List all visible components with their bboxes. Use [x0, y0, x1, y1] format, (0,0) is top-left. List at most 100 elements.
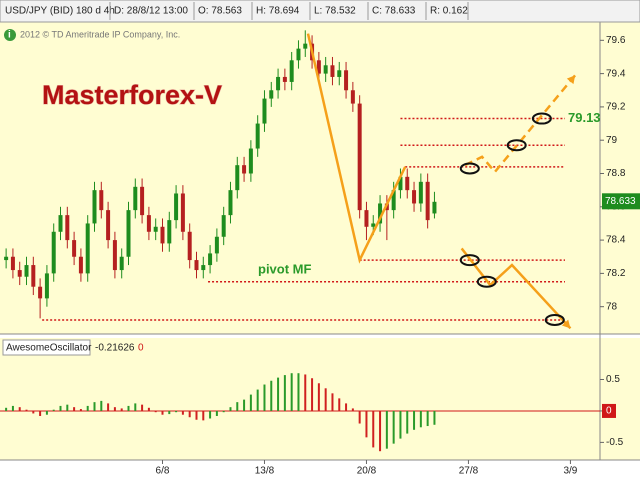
candle-body	[248, 148, 253, 174]
candle-body	[357, 103, 362, 211]
candle-body	[44, 273, 49, 299]
candle-body	[112, 240, 117, 271]
level-marker	[544, 314, 565, 327]
info-icon	[4, 29, 16, 41]
candle-body	[432, 201, 437, 214]
current-price-label: 78.633	[605, 196, 636, 207]
header-field: H: 78.694	[256, 6, 300, 17]
candle-body	[106, 210, 111, 241]
arrow-head	[561, 319, 571, 329]
y-tick-label: 78.8	[606, 168, 626, 179]
candle-body	[214, 236, 219, 254]
candle-body	[174, 193, 179, 221]
candle-body	[255, 123, 260, 149]
candle-body	[24, 265, 29, 277]
info-icon-glyph: i	[8, 30, 11, 41]
candle-body	[126, 210, 131, 257]
candle-body	[92, 190, 97, 224]
indicator-param: 0	[138, 343, 144, 354]
candle-body	[72, 240, 77, 257]
candle-body	[153, 226, 158, 232]
candle-body	[412, 190, 417, 204]
candle-body	[303, 43, 308, 49]
candle-body	[262, 98, 267, 124]
candle-body	[31, 265, 36, 287]
level-label: 79.13	[568, 110, 601, 125]
level-marker	[459, 254, 480, 267]
header-field: C: 78.633	[372, 6, 416, 17]
candle-body	[282, 76, 287, 82]
y-tick-label: 78.2	[606, 268, 626, 279]
candle-body	[337, 70, 342, 77]
candle-body	[398, 176, 403, 191]
level-marker	[531, 112, 552, 125]
candle-body	[187, 231, 192, 261]
candle-body	[17, 270, 22, 277]
candle-body	[391, 190, 396, 211]
forecast-down	[460, 247, 572, 330]
candle-body	[316, 60, 321, 74]
header-field: D: 28/8/12 13:00	[114, 6, 188, 17]
candle-body	[344, 70, 349, 91]
level-marker	[506, 139, 527, 152]
forecast-up	[464, 74, 577, 174]
candle-body	[221, 215, 226, 237]
y-tick-label: 78	[606, 301, 618, 312]
candle-body	[276, 76, 281, 91]
header-field: USD/JPY (BID) 180 d 4h	[5, 6, 115, 17]
y-tick-label: 78.4	[606, 235, 626, 246]
candle-body	[99, 190, 104, 211]
header-field: R: 0.162	[430, 6, 468, 17]
chart-title: Masterforex-V	[42, 80, 222, 110]
candle-body	[296, 48, 301, 61]
y-tick-label: 0	[606, 406, 612, 417]
y-tick-label: 0.5	[606, 374, 620, 385]
zero-box	[602, 403, 616, 418]
candle-body	[242, 165, 247, 174]
candle-body	[10, 256, 15, 271]
candle-body	[201, 265, 206, 271]
candle-body	[235, 165, 240, 191]
oscillator-panel	[0, 338, 640, 460]
wave-line	[306, 33, 407, 264]
candle-body	[38, 286, 43, 299]
y-tick-label: 79.6	[606, 35, 626, 46]
copyright: 2012 © TD Ameritrade IP Company, Inc.	[20, 29, 180, 39]
indicator-value: -0.21626	[95, 343, 135, 354]
arrow-head	[566, 75, 576, 85]
candle-body	[146, 215, 151, 232]
candle-body	[371, 223, 376, 227]
candle-body	[160, 226, 165, 244]
x-tick-label: 3/9	[563, 466, 577, 477]
candle-body	[323, 65, 328, 74]
level-marker	[459, 162, 480, 175]
candle-body	[85, 223, 90, 274]
y-tick-label: 79.2	[606, 102, 626, 113]
candle-body	[119, 256, 124, 271]
current-price-box	[602, 193, 640, 210]
candle-body	[208, 253, 213, 266]
pivot-label: pivot MF	[258, 261, 311, 276]
candle-body	[167, 220, 172, 244]
candle-body	[180, 193, 185, 232]
candle-body	[228, 190, 233, 216]
header-bar	[0, 0, 640, 23]
indicator-name: AwesomeOscillator	[6, 343, 92, 354]
candle-body	[140, 186, 145, 216]
candle-body	[194, 260, 199, 271]
candle-body	[330, 65, 335, 77]
candle-body	[425, 181, 430, 221]
candle-body	[269, 90, 274, 99]
candle-body	[65, 215, 70, 241]
level-marker	[476, 275, 497, 288]
x-tick-label: 6/8	[156, 466, 170, 477]
header-field: O: 78.563	[198, 6, 242, 17]
candle-body	[418, 181, 423, 204]
candle-body	[78, 256, 83, 274]
candle-body	[58, 215, 63, 232]
candle-body	[133, 186, 138, 211]
header-field: L: 78.532	[314, 6, 356, 17]
indicator-box	[2, 339, 91, 356]
x-tick-label: 27/8	[459, 466, 479, 477]
